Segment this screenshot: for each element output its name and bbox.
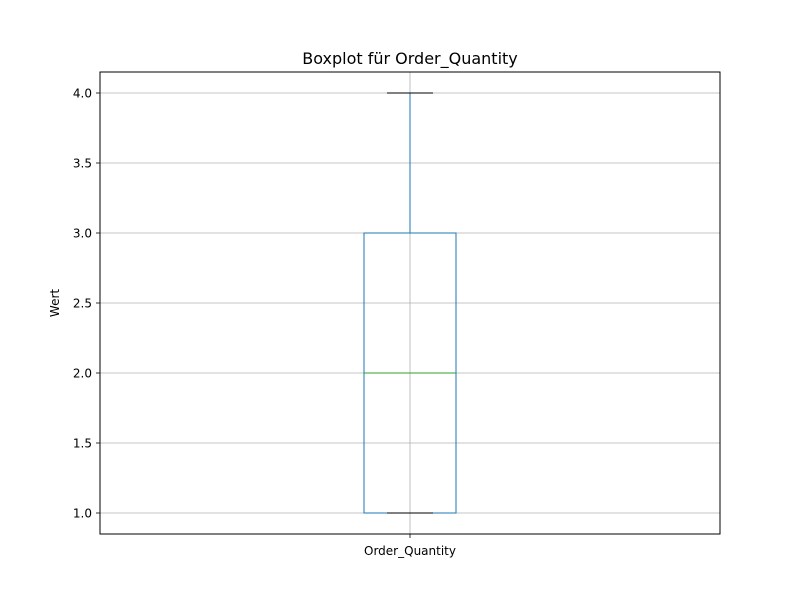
data-layer — [363, 92, 457, 514]
y-axis-label: Wert — [48, 289, 62, 317]
y-tick-label: 3.0 — [73, 227, 92, 241]
y-tick-label: 1.0 — [73, 507, 92, 521]
chart-title: Boxplot für Order_Quantity — [302, 49, 518, 69]
y-tick-label: 3.5 — [73, 157, 92, 171]
y-tick-label: 1.5 — [73, 437, 92, 451]
x-tick-label: Order_Quantity — [364, 544, 456, 558]
axis-layer: 1.0 1.5 2.0 2.5 3.0 3.5 4.0 Order_Quantity — [73, 87, 456, 559]
y-tick-label: 2.0 — [73, 367, 92, 381]
y-tick-label: 2.5 — [73, 297, 92, 311]
y-tick-label: 4.0 — [73, 87, 92, 101]
